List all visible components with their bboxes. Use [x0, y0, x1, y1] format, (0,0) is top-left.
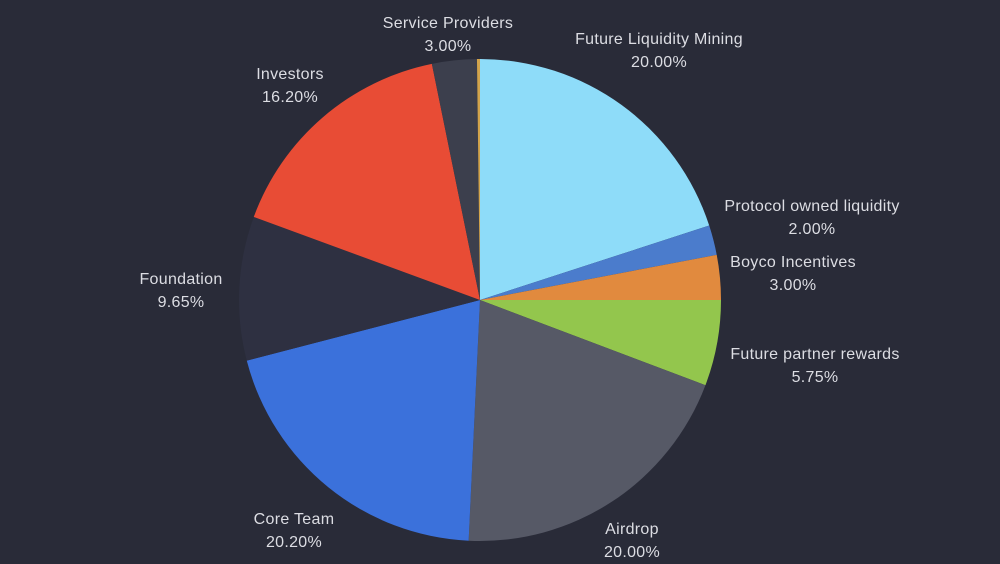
pie-slice-boyco-incentives[interactable]	[480, 254, 721, 300]
slice-label-name: Foundation	[139, 271, 223, 288]
slice-label-service-providers: Service Providers 3.00%	[383, 12, 513, 58]
slice-label-protocol-owned-liquidity: Protocol owned liquidity 2.00%	[724, 195, 899, 241]
slice-label-name: Future partner rewards	[730, 346, 900, 363]
slice-label-percent: 5.75%	[791, 369, 839, 386]
slice-label-name: Future Liquidity Mining	[575, 31, 743, 48]
slice-label-percent: 9.65%	[157, 294, 205, 311]
slice-label-future-partner-rewards: Future partner rewards 5.75%	[730, 343, 899, 389]
pie-slice-future-partner-rewards[interactable]	[480, 300, 721, 386]
slice-label-name: Boyco Incentives	[730, 254, 856, 271]
slice-label-investors: Investors 16.20%	[256, 63, 324, 109]
slice-label-name: Investors	[256, 66, 324, 83]
slice-label-name: Core Team	[253, 511, 335, 528]
slice-label-name: Protocol owned liquidity	[724, 198, 900, 215]
pie-slice-airdrop[interactable]	[468, 300, 706, 541]
pie-slice-service-providers[interactable]	[431, 59, 480, 300]
pie-slice-core-team[interactable]	[246, 300, 480, 541]
slice-label-future-liquidity-mining: Future Liquidity Mining 20.00%	[575, 28, 743, 74]
slice-label-foundation: Foundation 9.65%	[139, 268, 222, 314]
slice-label-percent: 20.00%	[603, 544, 661, 561]
slice-label-percent: 2.00%	[788, 221, 836, 238]
slice-label-airdrop: Airdrop 20.00%	[604, 518, 660, 564]
pie-slice-future-liquidity-mining[interactable]	[480, 59, 710, 300]
slice-label-percent: 16.20%	[261, 89, 319, 106]
slice-label-core-team: Core Team 20.20%	[254, 508, 335, 554]
slice-label-name: Airdrop	[605, 521, 659, 538]
pie-slice-protocol-owned-liquidity[interactable]	[480, 225, 717, 300]
slice-label-percent: 20.00%	[630, 54, 688, 71]
pie-slice-foundation[interactable]	[239, 216, 480, 361]
pie-slice-investors[interactable]	[253, 63, 480, 300]
slice-label-percent: 3.00%	[769, 277, 817, 294]
slice-label-boyco-incentives: Boyco Incentives 3.00%	[730, 251, 856, 297]
slice-label-name: Service Providers	[382, 15, 514, 32]
pie-slice-unlabeled-sliver[interactable]	[476, 59, 480, 300]
slice-label-percent: 3.00%	[424, 38, 472, 55]
slice-label-percent: 20.20%	[265, 534, 323, 551]
